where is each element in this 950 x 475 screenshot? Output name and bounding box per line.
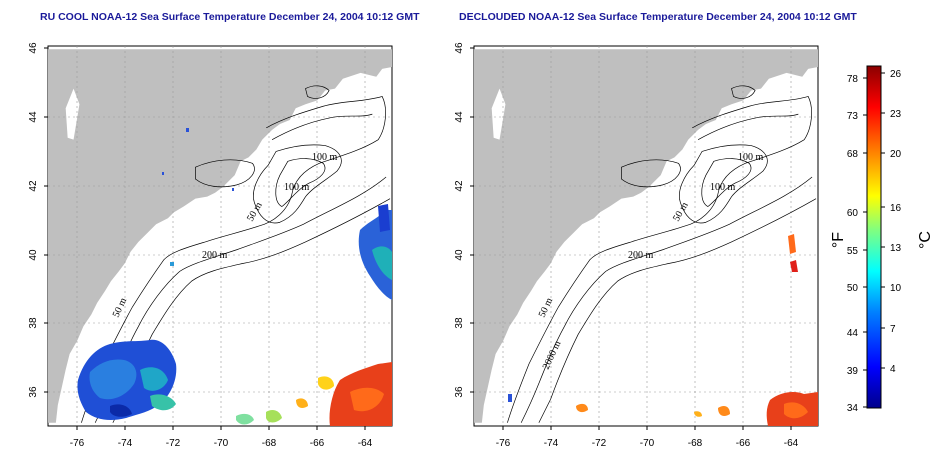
right-lon-tick: -74 [544,438,559,449]
left-sst-cold-patch [77,339,177,420]
fahrenheit-tick: 34 [847,403,859,414]
left-lat-tick: 44 [28,111,39,123]
left-lat-tick: 38 [28,317,39,329]
left-lat-tick: 46 [28,42,39,54]
celsius-tick: 13 [890,243,902,254]
left-map-title: RU COOL NOAA-12 Sea Surface Temperature … [40,11,420,23]
left-lon-tick: -74 [118,438,133,449]
fahrenheit-tick: 73 [847,111,859,122]
right-contour-label-200m: 200 m [628,250,654,261]
right-contour-label-100m-south: 100 m [710,182,736,193]
fahrenheit-tick: 60 [847,208,859,219]
right-lon-tick: -68 [688,438,703,449]
fahrenheit-scale: 78 73 68 60 55 50 44 39 34 °F [830,74,867,414]
left-lon-tick: -64 [358,438,373,449]
left-sst-specks [162,128,234,266]
left-lat-tick: 42 [28,180,39,192]
fahrenheit-tick: 39 [847,366,859,377]
fahrenheit-unit-label: °F [830,232,847,248]
right-lat-tick: 38 [454,317,465,329]
left-map-panel: 100 m 100 m 50 m 200 m 50 m 46 44 42 40 … [28,42,393,449]
celsius-tick: 10 [890,283,902,294]
right-lon-tick: -70 [640,438,655,449]
right-lat-tick: 44 [454,111,465,123]
right-lat-tick: 46 [454,42,465,54]
left-lon-tick: -68 [262,438,277,449]
left-contour-label-100m-south: 100 m [284,182,310,193]
left-lat-axis: 46 44 42 40 38 36 [28,42,48,398]
colorbar-gradient [866,65,882,409]
right-map-panel: 100 m 100 m 50 m 200 m 50 m 2000 m 46 44… [454,42,819,449]
left-sst-warm-patch [236,362,392,426]
left-lon-tick: -72 [166,438,181,449]
fahrenheit-tick: 44 [847,328,859,339]
left-lon-axis: -76 -74 -72 -70 -68 -66 -64 [70,426,373,449]
left-lon-tick: -70 [214,438,229,449]
fahrenheit-tick: 78 [847,74,859,85]
right-sst-warm-patch [508,234,818,426]
right-lon-tick: -76 [496,438,511,449]
right-lon-axis: -76 -74 -72 -70 -68 -66 -64 [496,426,799,449]
left-lon-tick: -66 [310,438,325,449]
celsius-tick: 20 [890,149,902,160]
celsius-tick: 26 [890,69,902,80]
temperature-colorbar: 78 73 68 60 55 50 44 39 34 °F 26 23 20 1… [830,65,934,414]
right-lon-tick: -64 [784,438,799,449]
left-contour-label-100m-north: 100 m [312,152,338,163]
right-lon-tick: -66 [736,438,751,449]
celsius-unit-label: °C [917,231,934,249]
right-lat-tick: 40 [454,249,465,261]
fahrenheit-tick: 68 [847,149,859,160]
fahrenheit-tick: 55 [847,246,859,257]
celsius-tick: 7 [890,324,896,335]
right-map-title: DECLOUDED NOAA-12 Sea Surface Temperatur… [459,11,857,23]
right-lat-tick: 36 [454,386,465,398]
celsius-tick: 16 [890,203,902,214]
celsius-tick: 4 [890,364,896,375]
celsius-tick: 23 [890,109,902,120]
left-lat-tick: 36 [28,386,39,398]
left-sst-east-patch [358,204,392,300]
right-contour-label-100m-north: 100 m [738,152,764,163]
left-lat-tick: 40 [28,249,39,261]
right-lat-tick: 42 [454,180,465,192]
right-lon-tick: -72 [592,438,607,449]
celsius-scale: 26 23 20 16 13 10 7 4 °C [881,69,934,375]
fahrenheit-tick: 50 [847,283,859,294]
left-contour-label-200m: 200 m [202,250,228,261]
right-lat-axis: 46 44 42 40 38 36 [454,42,474,398]
left-lon-tick: -76 [70,438,85,449]
